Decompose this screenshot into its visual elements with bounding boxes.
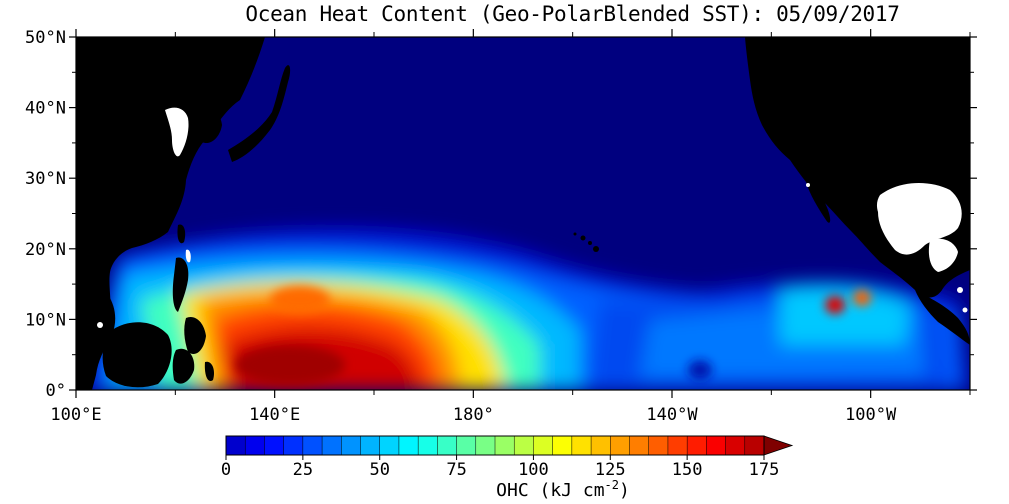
colorbar-tick-label: 175: [749, 460, 780, 480]
colorbar-segment: [379, 435, 400, 456]
colorbar-tick-label: 50: [369, 460, 389, 480]
colorbar-segment: [283, 435, 304, 456]
colorbar-segment: [302, 435, 323, 456]
colorbar-frame: [225, 435, 765, 456]
colorbar-extend-arrow: [763, 435, 794, 456]
colorbar-segment: [321, 435, 342, 456]
colorbar-segment: [648, 435, 669, 456]
colorbar-segment: [725, 435, 746, 456]
colorbar-title-prefix: OHC (kJ cm: [496, 480, 605, 501]
lat-tick-label: 40°N: [25, 99, 66, 119]
colorbar: 0 25 50 75 100 125 150 175: [221, 435, 794, 480]
colorbar-segment: [456, 435, 477, 456]
lat-tick-label: 10°N: [25, 310, 66, 330]
colorbar-segment: [360, 435, 381, 456]
colorbar-segment: [341, 435, 362, 456]
colorbar-segment: [494, 435, 515, 456]
colorbar-segment: [225, 435, 246, 456]
colorbar-title-exponent: -2: [604, 478, 619, 492]
colorbar-segment: [590, 435, 611, 456]
colorbar-segment: [533, 435, 554, 456]
colorbar-segment: [398, 435, 419, 456]
page-title: Ocean Heat Content (Geo-PolarBlended SST…: [245, 2, 900, 26]
colorbar-segment: [513, 435, 534, 456]
colorbar-segment: [686, 435, 707, 456]
longitude-axis: 100°E 140°E 180° 140°W 100°W: [50, 29, 971, 425]
colorbar-tick-label: 75: [446, 460, 466, 480]
colorbar-segment: [667, 435, 688, 456]
lon-tick-label: 100°E: [50, 405, 101, 425]
lon-tick-label: 100°W: [845, 405, 897, 425]
lat-tick-label: 20°N: [25, 240, 66, 260]
colorbar-title: OHC (kJ cm-2): [0, 478, 1009, 501]
colorbar-segment: [264, 435, 285, 456]
lon-tick-label: 140°W: [646, 405, 698, 425]
colorbar-segment: [475, 435, 496, 456]
colorbar-tick-label: 100: [518, 460, 549, 480]
map-plot-area: [76, 37, 970, 390]
colorbar-segment: [744, 435, 765, 456]
colorbar-tick-label: 150: [672, 460, 703, 480]
colorbar-tick-label: 125: [595, 460, 626, 480]
colorbar-segment: [244, 435, 265, 456]
colorbar-tick-label: 25: [293, 460, 313, 480]
colorbar-segment: [706, 435, 727, 456]
colorbar-segment: [629, 435, 650, 456]
lon-tick-label: 180°: [453, 405, 494, 425]
colorbar-segment: [610, 435, 631, 456]
colorbar-title-suffix: ): [618, 480, 630, 501]
missing-data: [97, 107, 968, 328]
lat-tick-label: 0°: [46, 381, 66, 401]
colorbar-segment: [437, 435, 458, 456]
colorbar-segment: [417, 435, 438, 456]
ohc-hotspots: [235, 286, 871, 385]
colorbar-segment: [571, 435, 592, 456]
colorbar-segment: [552, 435, 573, 456]
lat-tick-label: 50°N: [25, 28, 66, 48]
lat-tick-label: 30°N: [25, 169, 66, 189]
latitude-axis: 50°N 40°N 30°N 20°N 10°N 0°: [25, 28, 977, 401]
lon-tick-label: 140°E: [249, 405, 300, 425]
colorbar-tick-label: 0: [221, 460, 231, 480]
